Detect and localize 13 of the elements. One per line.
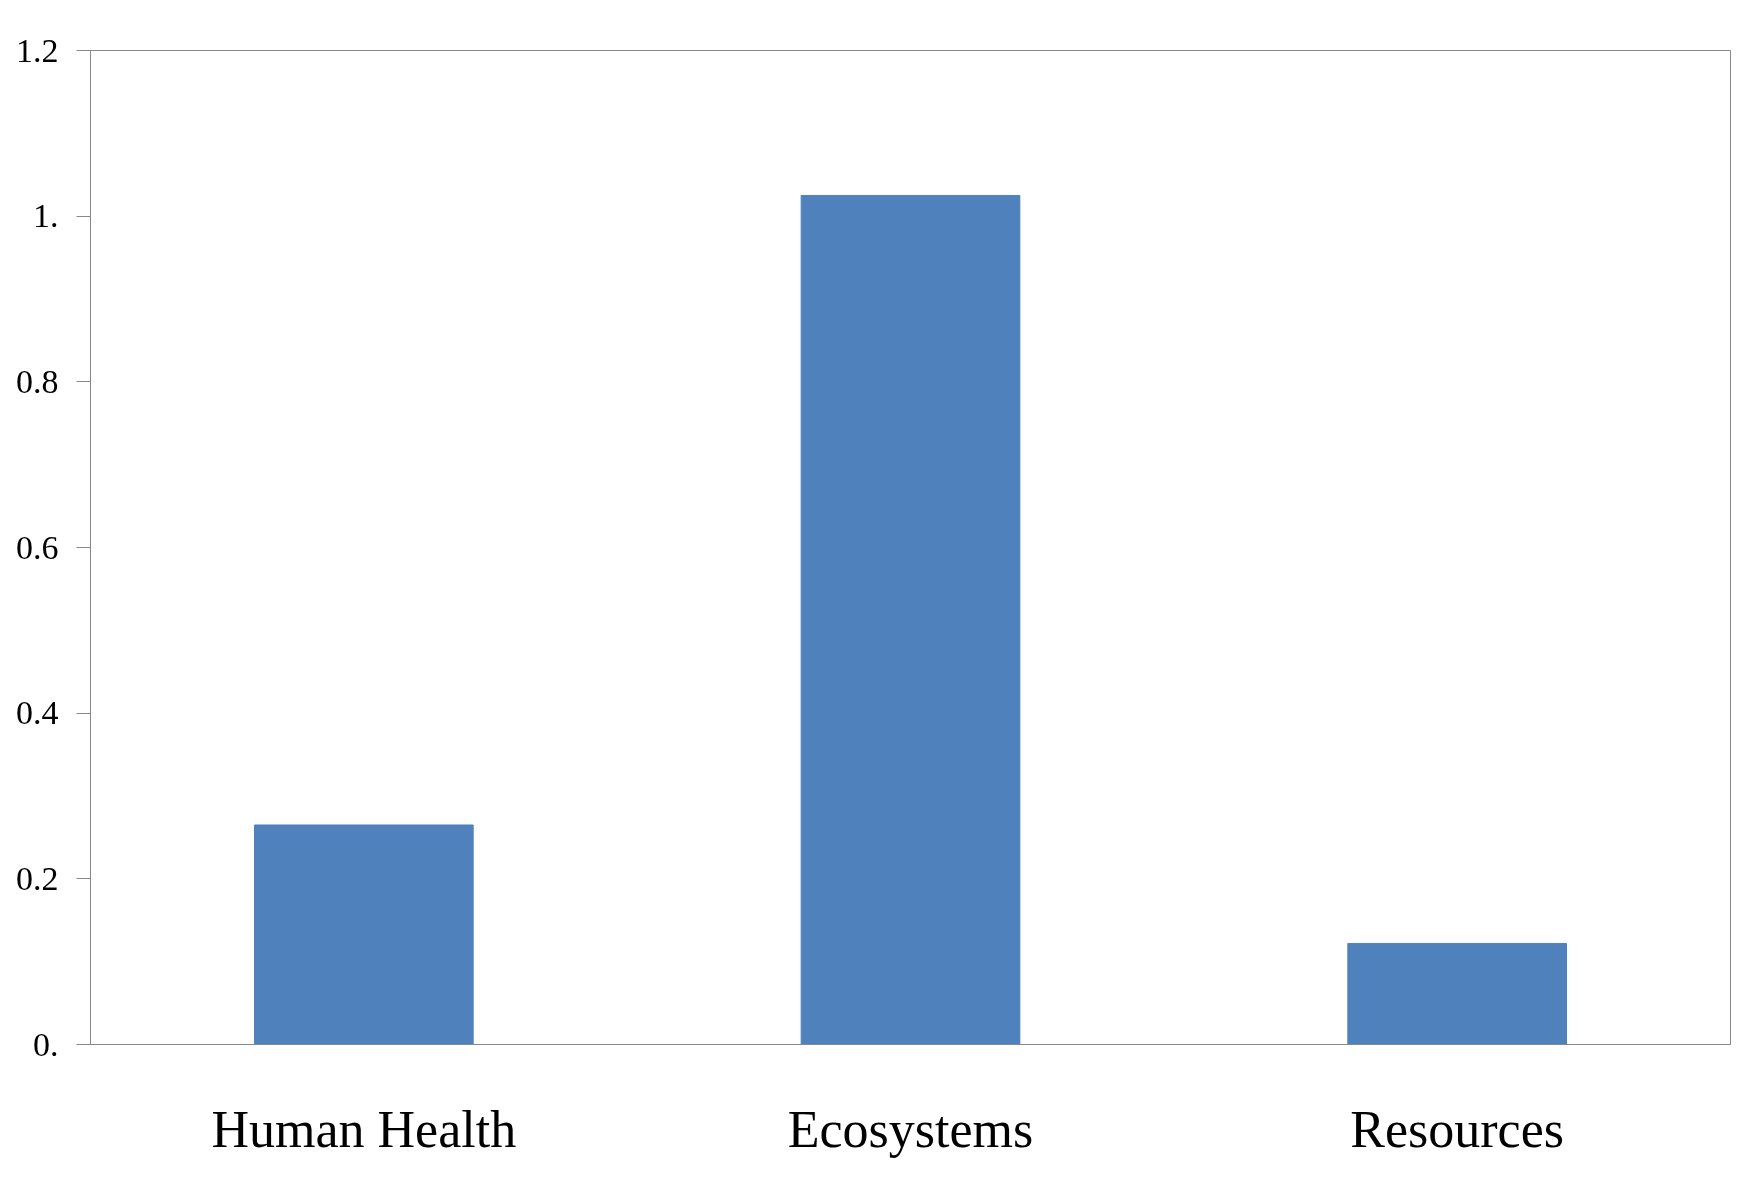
y-tick-label: 0.2	[16, 859, 59, 897]
y-tick-label: 1.2	[16, 31, 59, 69]
bar	[254, 824, 474, 1045]
y-tick-label: 0.4	[16, 694, 59, 732]
x-tick-label: Ecosystems	[787, 1100, 1034, 1158]
y-tick-label: 0.6	[16, 528, 59, 566]
y-tick-label: 0.	[33, 1025, 59, 1063]
y-tick-label: 1.	[33, 197, 59, 235]
x-tick-label: Human Health	[211, 1100, 517, 1158]
y-tick-label: 0.8	[16, 362, 59, 400]
bar	[800, 194, 1021, 1045]
x-tick-label: Resources	[1350, 1100, 1565, 1158]
bar	[1347, 942, 1567, 1045]
